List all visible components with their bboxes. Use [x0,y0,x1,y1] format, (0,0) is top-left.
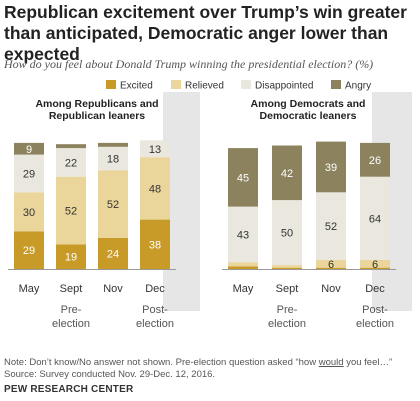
data-label: 29 [23,168,35,180]
bar-segment-disappointed [228,206,258,263]
data-label: 29 [23,245,35,257]
bar-segment-disappointed [140,140,170,158]
data-label: 52 [325,221,337,233]
bar-segment-excited [272,267,302,269]
data-label: 52 [65,206,77,218]
data-label: 45 [237,172,249,184]
bar-segment-excited [140,219,170,269]
x-tick-label: Nov [103,283,123,295]
x-tick-label: Sept [276,283,299,295]
pre-election-label: election [52,318,90,330]
bar-segment-excited [316,267,346,269]
bar-segment-disappointed [14,154,44,193]
bar-segment-angry [272,145,302,201]
bar-segment-excited [360,267,390,269]
x-tick-label: Dec [145,283,165,295]
note-underlined: would [318,357,344,368]
post-election-label: Post- [142,304,168,316]
legend-swatch-relieved [171,80,181,89]
stacked-bar-chart: Excited Relieved Disappointed Angry Among Re… [8,80,412,330]
data-label: 19 [65,252,77,264]
chart-subtitle: How do you feel about Donald Trump winni… [4,57,374,71]
x-tick-label: May [19,283,40,295]
bar-segment-angry [14,142,44,155]
legend-swatch-disappointed [241,80,251,89]
x-tick-label: May [233,283,254,295]
bar-segment-angry [316,141,346,193]
x-tick-label: Nov [321,283,341,295]
note-prefix: Note: Don’t know/No answer not shown. Pr… [4,357,319,368]
data-label: 38 [149,239,161,251]
source-credit: PEW RESEARCH CENTER [4,384,134,395]
legend-swatch-angry [331,80,341,89]
bar-segment-disappointed [56,148,86,177]
data-label: 48 [149,183,161,195]
data-label: 13 [149,144,161,156]
data-label: 43 [237,230,249,242]
bar-segment-excited [98,237,128,269]
bar-segment-relieved [228,262,258,267]
bar-segment-excited [56,244,86,269]
data-label: 42 [281,168,293,180]
data-label: 50 [281,228,293,240]
bar-segment-disappointed [316,192,346,260]
source-line: Source: Survey conducted Nov. 29-Dec. 12… [4,369,216,380]
legend-label-disappointed: Disappointed [255,81,313,92]
bar-segment-angry [56,144,86,149]
bar-segment-angry [228,148,258,207]
pre-election-label: Pre- [277,304,298,316]
bar-segment-relieved [140,157,170,220]
chart-note: Note: Don’t know/No answer not shown. Pr… [4,357,418,381]
bar-segment-relieved [56,176,86,245]
pre-election-label: Pre- [61,304,82,316]
data-label: 26 [369,155,381,167]
bar-segment-angry [360,142,390,177]
bar-segment-disappointed [98,146,128,171]
data-label: 9 [26,144,32,156]
data-label: 39 [325,162,337,174]
legend-swatch-excited [106,80,116,89]
data-label: 6 [328,259,334,271]
legend-label-relieved: Relieved [185,81,224,92]
data-label: 24 [107,248,119,260]
data-label: 30 [23,207,35,219]
bar-segment-relieved [14,192,44,232]
data-label: 64 [369,213,381,225]
bar-segment-relieved [360,259,390,268]
bar-segment-relieved [98,170,128,238]
bar-segment-relieved [316,259,346,268]
panel-title: Democratic leaners [260,110,357,122]
x-tick-label: Dec [365,283,385,295]
bar-segment-excited [228,266,258,269]
legend-label-angry: Angry [345,81,371,92]
panel-title: Among Democrats and [251,98,366,110]
bar-segment-relieved [272,265,302,268]
data-label: 52 [107,199,119,211]
data-label: 22 [65,157,77,169]
chart-title: Republican excitement over Trump’s win g… [4,2,407,64]
data-label: 18 [107,154,119,166]
x-tick-label: Sept [60,283,83,295]
bar-segment-disappointed [360,176,390,260]
post-election-label: election [136,318,174,330]
post-election-label: election [356,318,394,330]
legend-label-excited: Excited [120,81,153,92]
pre-election-label: election [268,318,306,330]
panel-title: Among Republicans and [35,98,158,110]
note-suffix: you feel…” [343,357,393,368]
data-label: 6 [372,259,378,271]
bar-segment-disappointed [272,200,302,266]
post-election-label: Post- [362,304,388,316]
panel-title: Republican leaners [49,110,145,122]
bar-segment-angry [98,142,128,147]
bar-segment-excited [14,231,44,269]
